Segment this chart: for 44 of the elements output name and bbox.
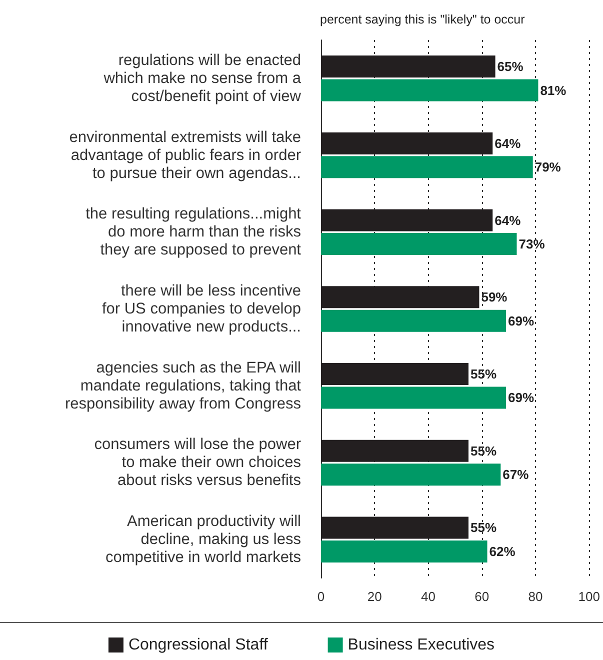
bar	[321, 440, 468, 462]
data-label: 79%	[534, 160, 562, 175]
bar	[321, 233, 517, 256]
x-tick-label: 0	[317, 589, 325, 604]
data-label: 65%	[497, 59, 524, 74]
x-tick-label: 40	[421, 589, 436, 604]
data-label: 64%	[494, 212, 522, 228]
x-tick-label: 100	[578, 589, 600, 604]
data-label: 73%	[518, 236, 546, 252]
bar	[321, 540, 488, 562]
data-label: 55%	[470, 366, 497, 382]
data-label: 55%	[470, 443, 497, 458]
x-tick-label: 80	[528, 589, 543, 604]
x-tick-label: 60	[474, 589, 490, 604]
y-tick-label: agencies such as the EPA will mandate regulations, taking that responsibility away from Congress	[64, 359, 302, 412]
bar	[321, 132, 493, 154]
bar	[321, 386, 506, 409]
data-label: 59%	[481, 290, 508, 305]
y-tick-label: environmental extremists will take advantage of public fears in order to pursue their own agendas...	[69, 128, 301, 182]
y-tick-label: there will be less incentive for US companies to develop innovative new products...	[102, 282, 301, 336]
bar	[321, 286, 480, 308]
legend-label: Business Executives	[348, 636, 495, 654]
data-label: 55%	[470, 520, 497, 536]
data-label: 67%	[502, 467, 530, 482]
data-label: 69%	[508, 390, 534, 406]
bar	[321, 209, 493, 232]
data-label: 81%	[540, 82, 567, 98]
bar	[321, 56, 496, 78]
bar	[321, 156, 533, 178]
y-tick-label: consumers will lose the power to make their own choices about risks versus benefits	[94, 436, 302, 490]
bar	[321, 79, 538, 102]
data-label: 64%	[494, 136, 522, 151]
data-label: 69%	[508, 313, 534, 328]
data-label: 62%	[489, 544, 516, 559]
bar	[321, 516, 468, 539]
x-tick-label: 20	[367, 589, 382, 604]
y-tick-label: the resulting regulations...might do more harm than the risks they are supposed to prevent	[86, 206, 302, 259]
chart-subtitle: percent saying this is "likely" to occur	[320, 12, 525, 26]
bar	[321, 464, 501, 486]
legend-label: Congressional Staff	[128, 636, 268, 654]
y-tick-label: regulations will be enacted which make no sense from a cost/benefit point of view	[102, 52, 302, 105]
bar	[321, 310, 506, 332]
bar	[321, 362, 468, 385]
y-tick-label: American productivity will decline, making us less competitive in world markets	[105, 513, 302, 566]
